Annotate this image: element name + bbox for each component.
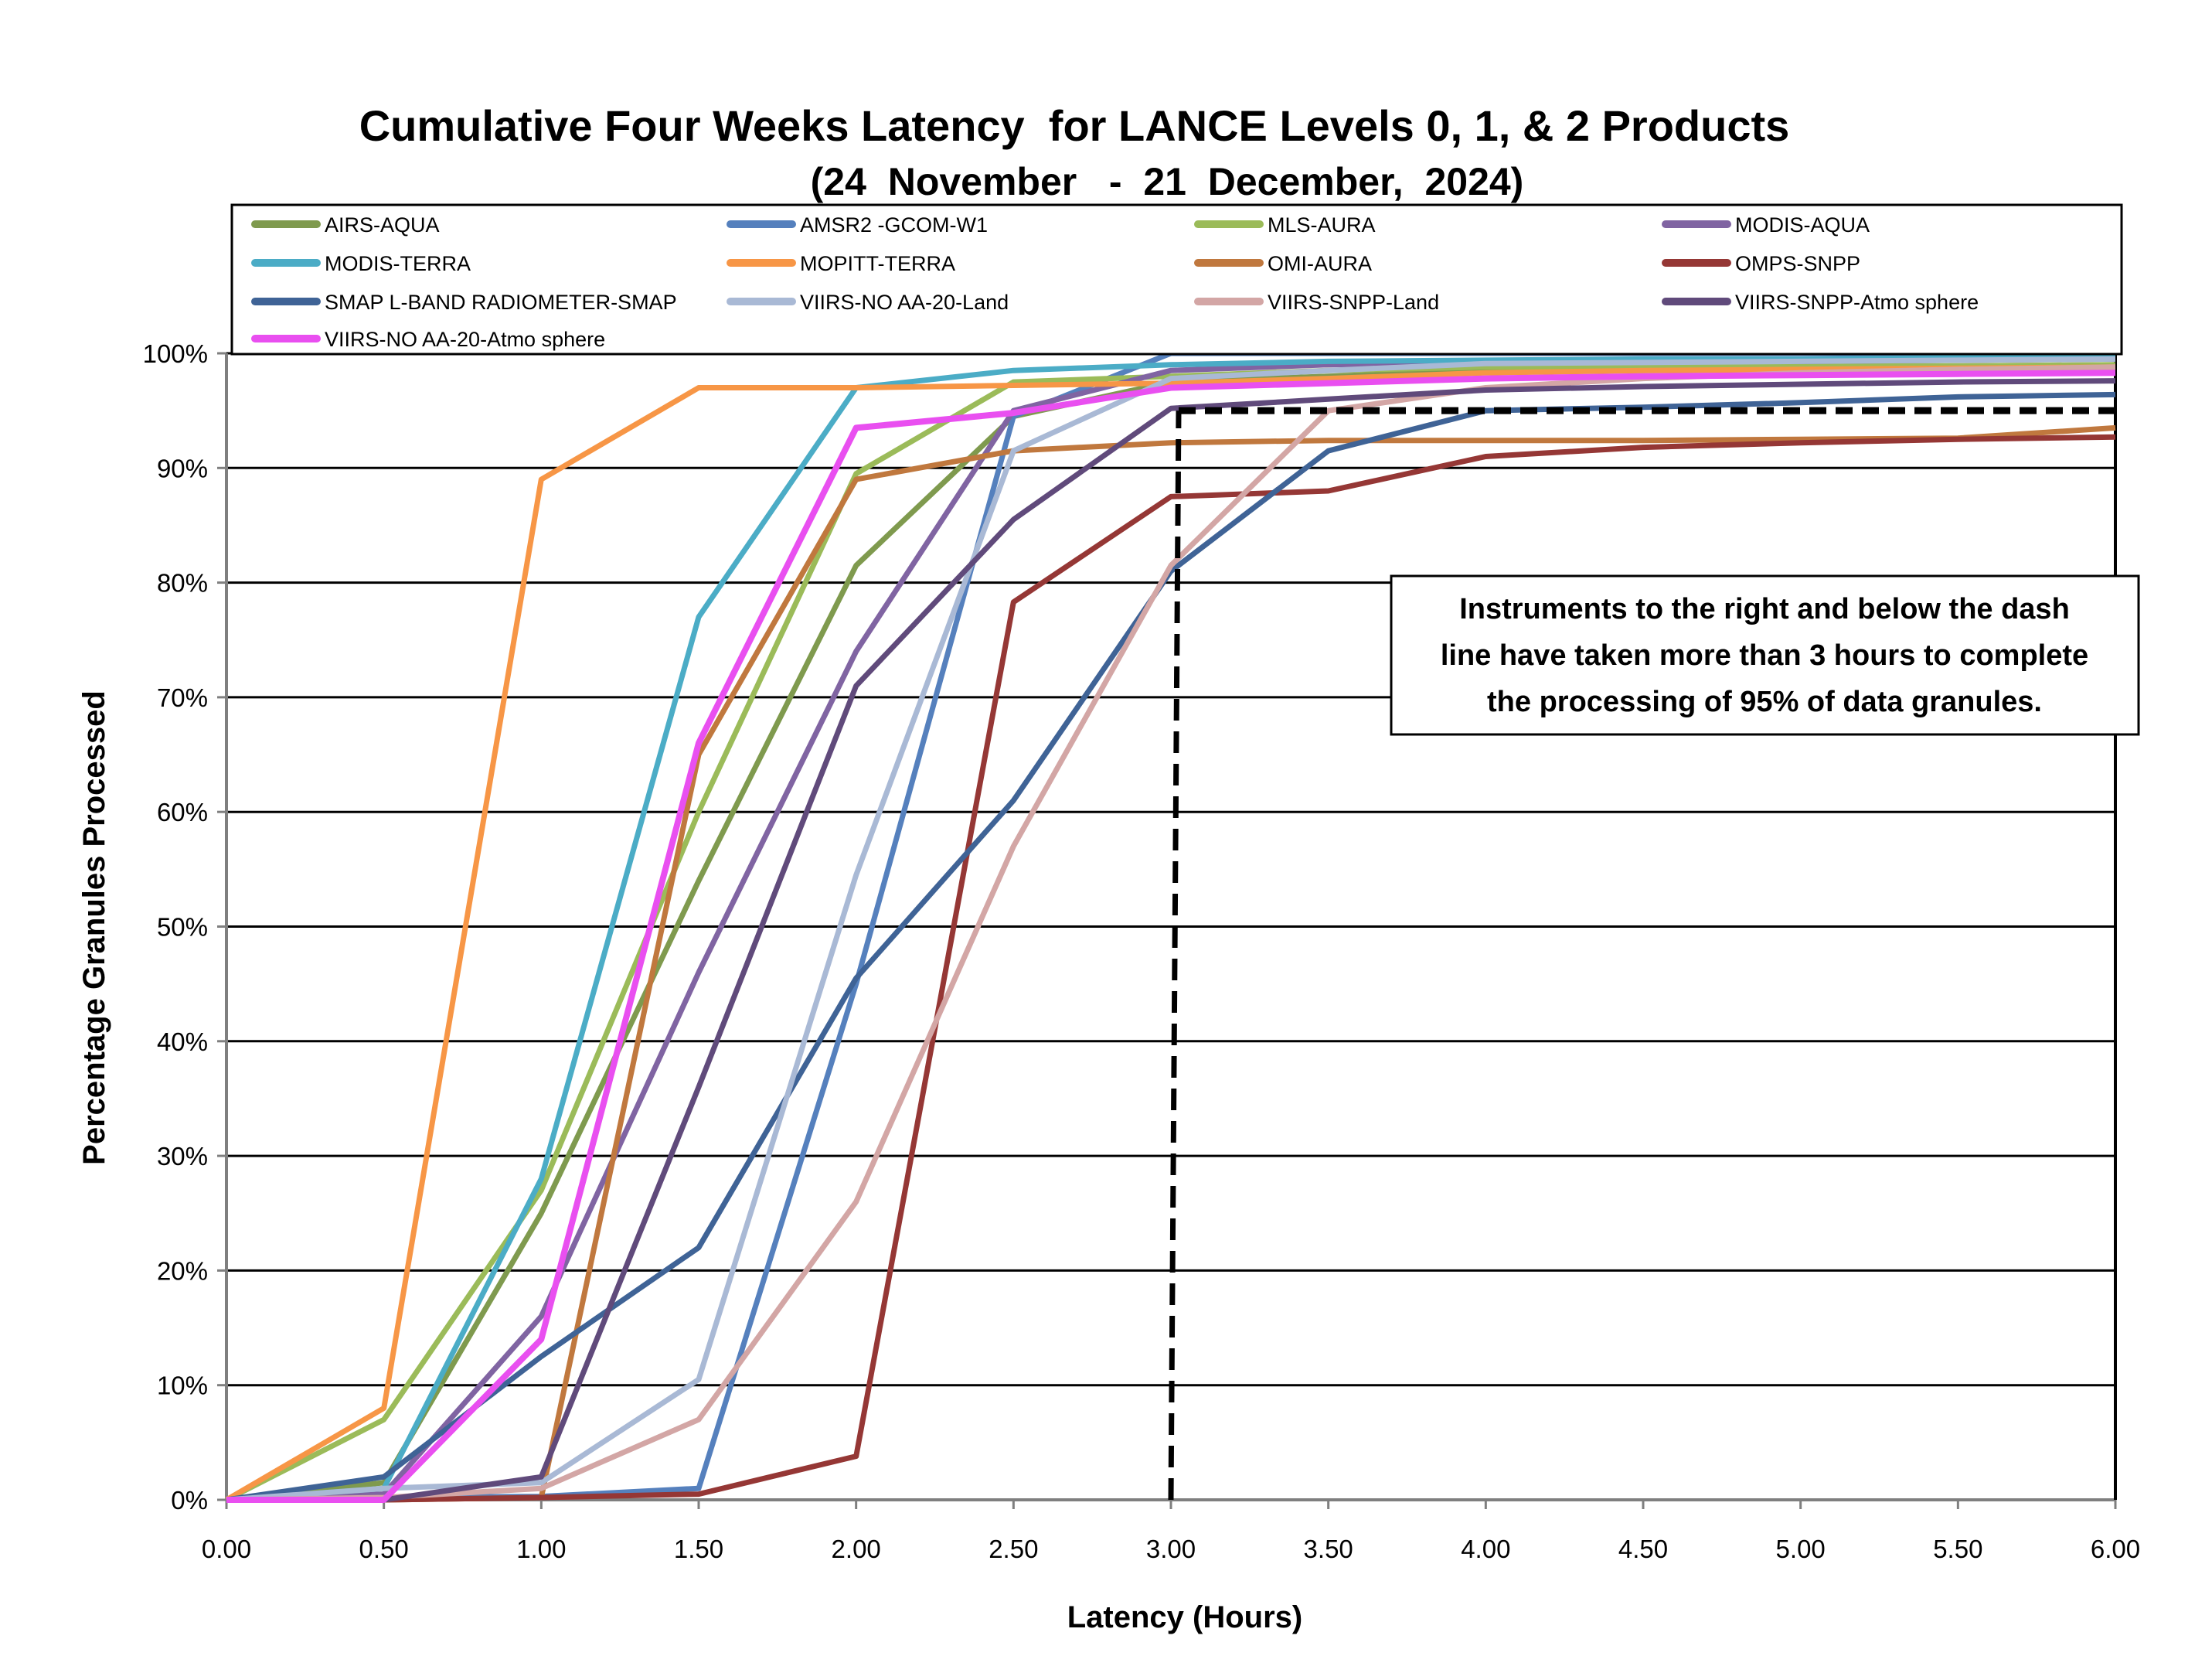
- annotation-line-3: the processing of 95% of data granules.: [1487, 686, 2042, 718]
- legend-label: MLS-AURA: [1268, 213, 1376, 237]
- legend-label: AIRS-AQUA: [325, 213, 440, 237]
- legend: AIRS-AQUA AMSR2 -GCOM-W1 MLS-AURA MODIS-AQU…: [230, 203, 2123, 356]
- chart-subtitle: (24 November - 21 December, 2024): [811, 160, 1524, 203]
- legend-item: VIIRS-NO AA-20-Atmo sphere: [251, 328, 605, 351]
- series-line-viirs-noaa-20-land: [226, 356, 2116, 1503]
- annotation-line-1: Instruments to the right and below the d…: [1459, 593, 2070, 625]
- x-tick-label: 5.00: [1776, 1535, 1826, 1563]
- y-tick-label: 20%: [157, 1256, 208, 1285]
- y-tick-label: 70%: [157, 683, 208, 712]
- threshold-dash-line: [1168, 407, 2115, 1501]
- legend-frame: [230, 203, 2123, 356]
- threshold-vertical: [1168, 411, 1182, 1501]
- legend-label: MOPITT-TERRA: [800, 252, 955, 275]
- legend-item: MODIS-AQUA: [1662, 213, 1870, 237]
- legend-label: OMI-AURA: [1268, 252, 1372, 275]
- y-axis-title: Percentage Granules Processed: [77, 690, 111, 1165]
- legend-item: VIIRS-SNPP-Atmo sphere: [1662, 291, 1979, 314]
- x-tick-label: 4.50: [1618, 1535, 1668, 1563]
- series-line-omps-snpp: [226, 434, 2116, 1503]
- x-tick-label: 6.00: [2091, 1535, 2140, 1563]
- legend-label: OMPS-SNPP: [1735, 252, 1860, 275]
- chart-title: Cumulative Four Weeks Latency for LANCE …: [359, 101, 1790, 150]
- x-tick-labels: 0.00 0.50 1.00 1.50 2.00 2.50 3.00 3.50 4.00 4.50…: [202, 1500, 2140, 1563]
- x-tick-label: 3.50: [1304, 1535, 1353, 1563]
- x-tick-label: 1.00: [516, 1535, 566, 1563]
- x-tick-label: 2.50: [989, 1535, 1038, 1563]
- legend-item: OMI-AURA: [1194, 252, 1372, 275]
- x-tick-label: 2.00: [832, 1535, 881, 1563]
- y-tick-label: 60%: [157, 798, 208, 826]
- series-line-mopitt-terra: [225, 364, 2116, 1503]
- legend-label: VIIRS-SNPP-Land: [1268, 291, 1439, 314]
- legend-item: MLS-AURA: [1194, 213, 1376, 237]
- y-tick-label: 90%: [157, 454, 208, 482]
- legend-label: SMAP L-BAND RADIOMETER-SMAP: [325, 291, 677, 314]
- y-tick-label: 50%: [157, 913, 208, 942]
- legend-item: MOPITT-TERRA: [727, 252, 955, 275]
- y-tick-label: 30%: [157, 1142, 208, 1170]
- series-line-smap-l-band-radiometer-smap: [226, 391, 2116, 1503]
- legend-label: VIIRS-NO AA-20-Atmo sphere: [325, 328, 605, 351]
- annotation-frame: [1390, 574, 2140, 736]
- legend-item: SMAP L-BAND RADIOMETER-SMAP: [251, 291, 677, 314]
- legend-label: VIIRS-SNPP-Atmo sphere: [1735, 291, 1979, 314]
- y-tick-label: 80%: [157, 569, 208, 598]
- y-tick-label: 10%: [157, 1371, 208, 1400]
- y-tick-labels: 0% 10% 20% 30% 40% 50% 60% 70% 80% 90% 100%: [143, 339, 226, 1515]
- x-axis-title: Latency (Hours): [1067, 1600, 1303, 1634]
- legend-label: MODIS-TERRA: [325, 252, 471, 275]
- legend-item: MODIS-TERRA: [251, 252, 471, 275]
- x-tick-label: 1.50: [674, 1535, 723, 1563]
- x-tick-label: 0.00: [202, 1535, 251, 1563]
- x-tick-label: 4.00: [1461, 1535, 1510, 1563]
- x-tick-label: 5.50: [1933, 1535, 1982, 1563]
- legend-label: AMSR2 -GCOM-W1: [800, 213, 988, 237]
- annotation-line-2: line have taken more than 3 hours to com…: [1441, 639, 2088, 672]
- legend-item: AIRS-AQUA: [251, 213, 440, 237]
- x-tick-label: 0.50: [359, 1535, 409, 1563]
- series-line-viirs-noaa-20-atmosphere: [226, 370, 2116, 1503]
- legend-label: MODIS-AQUA: [1735, 213, 1870, 237]
- legend-item: AMSR2 -GCOM-W1: [727, 213, 988, 237]
- legend-item: OMPS-SNPP: [1662, 252, 1860, 275]
- legend-item: VIIRS-NO AA-20-Land: [727, 291, 1009, 314]
- y-tick-label: 40%: [157, 1027, 208, 1056]
- series-line-viirs-snpp-atmosphere: [226, 378, 2116, 1503]
- y-tick-label: 0%: [171, 1486, 208, 1515]
- legend-label: VIIRS-NO AA-20-Land: [800, 291, 1009, 314]
- annotation-box: Instruments to the right and below the d…: [1390, 574, 2140, 736]
- y-tick-label: 100%: [143, 339, 208, 368]
- x-tick-label: 3.00: [1146, 1535, 1196, 1563]
- legend-item: VIIRS-SNPP-Land: [1194, 291, 1439, 314]
